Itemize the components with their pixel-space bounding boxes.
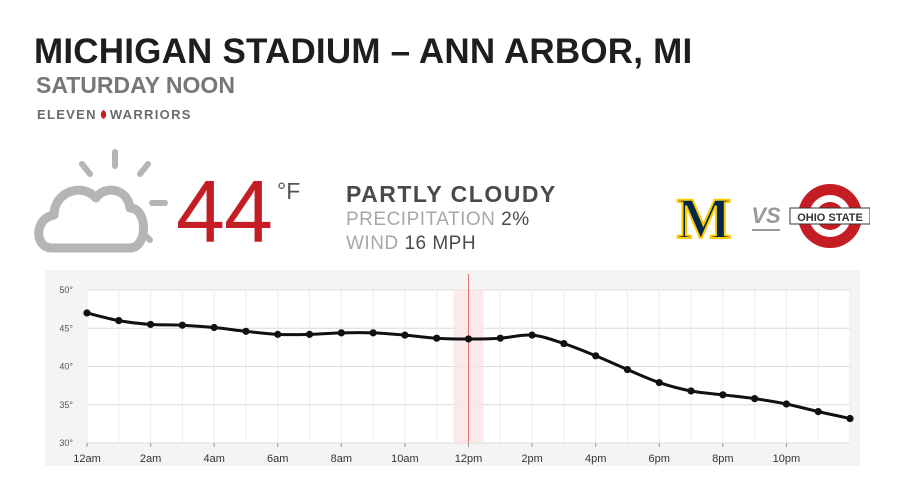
- temperature-point: [655, 378, 663, 387]
- ohio-state-wordmark: OHIO STATE: [797, 212, 863, 224]
- temperature-point: [178, 321, 186, 329]
- temperature-point: [592, 352, 600, 360]
- x-tick-label: 4am: [203, 453, 224, 465]
- temperature-point: [337, 329, 345, 337]
- precipitation-label: PRECIPITATION: [346, 209, 496, 230]
- y-tick-label: 35°: [59, 400, 73, 410]
- temperature-point: [369, 329, 377, 337]
- precipitation-value: 2%: [501, 209, 530, 230]
- temperature-point: [782, 400, 791, 408]
- wind-row: WIND 16 MPH: [346, 233, 476, 255]
- wind-value: 16 MPH: [404, 233, 477, 254]
- temperature-point: [528, 331, 536, 339]
- temperature-point: [846, 414, 854, 423]
- michigan-logo: M: [677, 186, 732, 251]
- x-tick-label: 12am: [73, 453, 101, 465]
- current-temperature: 44: [176, 162, 273, 261]
- temperature-point: [83, 309, 91, 317]
- x-tick-label: 10am: [391, 453, 419, 465]
- temperature-point: [687, 387, 695, 395]
- precipitation-row: PRECIPITATION 2%: [346, 209, 530, 231]
- temperature-point: [623, 365, 632, 374]
- page-title: MICHIGAN STADIUM – ANN ARBOR, MI: [34, 32, 693, 71]
- x-tick-label: 8pm: [712, 453, 733, 465]
- y-tick-label: 40°: [59, 362, 73, 372]
- temperature-chart: 30° 35° 40° 45° 50° 12am 2am 4am 6am 8am 10am 12pm 2…: [45, 270, 860, 466]
- x-tick-label: 10pm: [773, 453, 801, 465]
- temperature-point: [719, 391, 727, 399]
- temperature-point: [146, 320, 155, 329]
- temperature-point: [274, 330, 282, 338]
- wind-label: WIND: [346, 233, 399, 254]
- temperature-point: [242, 327, 250, 335]
- brand-logo: ELEVEN WARRIORS: [37, 107, 192, 122]
- temperature-point: [401, 331, 409, 339]
- temperature-point: [305, 330, 314, 338]
- x-tick-label: 6pm: [649, 453, 670, 465]
- temperature-point: [814, 408, 822, 416]
- x-tick-label: 2am: [140, 453, 161, 465]
- partly-cloudy-icon: [34, 149, 168, 253]
- y-tick-label: 50°: [59, 285, 73, 295]
- x-tick-label: 4pm: [585, 453, 606, 465]
- y-tick-label: 30°: [59, 438, 73, 448]
- brand-text-right: WARRIORS: [109, 107, 192, 122]
- weather-condition: PARTLY CLOUDY: [346, 181, 557, 207]
- temperature-point: [115, 317, 123, 325]
- temperature-point: [210, 323, 218, 332]
- matchup-logos: M VS OHIO STATE: [676, 184, 870, 252]
- vs-label: VS: [751, 203, 781, 228]
- temperature-unit: °F: [277, 178, 301, 204]
- x-tick-label: 6am: [267, 453, 288, 465]
- page-subtitle: SATURDAY NOON: [36, 72, 235, 98]
- temperature-point: [464, 335, 473, 343]
- temperature-point: [496, 334, 504, 342]
- leaf-icon: [100, 110, 107, 119]
- temperature-point: [560, 339, 568, 348]
- x-tick-label: 8am: [331, 453, 352, 465]
- x-tick-label: 2pm: [521, 453, 542, 465]
- temperature-point: [751, 395, 759, 403]
- x-tick-label: 12pm: [455, 453, 483, 465]
- temperature-point: [433, 334, 441, 342]
- y-tick-label: 45°: [59, 323, 73, 333]
- brand-text-left: ELEVEN: [37, 107, 97, 122]
- ohio-state-logo: OHIO STATE: [789, 184, 870, 248]
